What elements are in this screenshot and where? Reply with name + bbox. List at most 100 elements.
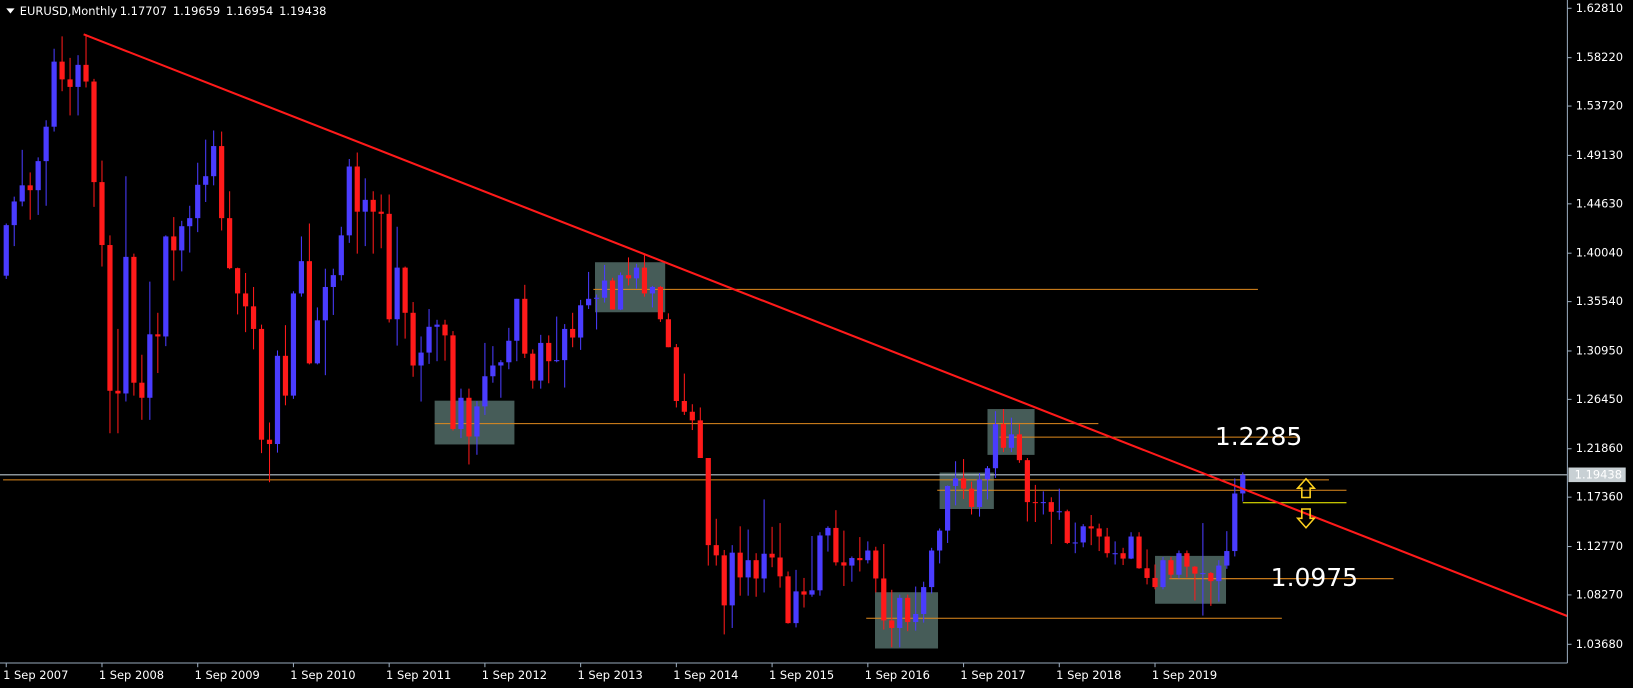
body xyxy=(530,353,536,381)
body xyxy=(51,61,57,127)
body xyxy=(633,267,640,279)
body xyxy=(482,376,488,407)
body xyxy=(266,439,273,445)
body xyxy=(3,225,9,276)
body xyxy=(1200,573,1206,575)
x-tick-label: 1 Sep 2010 xyxy=(290,668,355,682)
body xyxy=(410,312,416,366)
body xyxy=(1128,536,1134,559)
body xyxy=(801,591,807,595)
body xyxy=(745,560,751,578)
body xyxy=(346,166,352,236)
body xyxy=(617,275,624,310)
arrows xyxy=(1295,477,1317,529)
body xyxy=(1032,502,1038,504)
x-tick-label: 1 Sep 2016 xyxy=(865,668,930,682)
body xyxy=(1112,553,1118,555)
y-tick-label: 1.53720 xyxy=(1576,99,1623,113)
y-tick-label: 1.17360 xyxy=(1576,490,1623,504)
body xyxy=(665,319,671,348)
body xyxy=(338,235,344,276)
body xyxy=(171,236,177,251)
body xyxy=(705,458,711,546)
body xyxy=(857,558,863,561)
y-tick-label: 1.35540 xyxy=(1576,294,1623,308)
body xyxy=(960,478,967,489)
y-tick-label: 1.12770 xyxy=(1576,539,1623,553)
body xyxy=(1024,460,1030,503)
bid-label: 1.19438 xyxy=(1575,467,1622,481)
y-tick-label: 1.26450 xyxy=(1576,392,1623,406)
body xyxy=(729,552,735,606)
body xyxy=(1160,560,1166,588)
body xyxy=(75,64,81,87)
body xyxy=(968,488,975,507)
body xyxy=(474,406,480,437)
body xyxy=(777,557,783,577)
body xyxy=(761,553,767,579)
body xyxy=(992,424,999,469)
body xyxy=(450,335,456,429)
body xyxy=(155,334,161,337)
body xyxy=(681,400,687,412)
body xyxy=(418,352,424,366)
body xyxy=(538,342,544,381)
body xyxy=(944,485,951,531)
body xyxy=(593,297,600,299)
body xyxy=(673,347,679,401)
y-tick-label: 1.30950 xyxy=(1576,343,1623,357)
body xyxy=(841,562,847,566)
body xyxy=(242,293,249,307)
body xyxy=(881,578,887,621)
y-tick-label: 1.08270 xyxy=(1576,587,1623,601)
body xyxy=(897,597,903,628)
body xyxy=(833,527,839,563)
x-tick-label: 1 Sep 2012 xyxy=(482,668,547,682)
body xyxy=(466,397,472,437)
body xyxy=(689,411,695,421)
body xyxy=(1064,511,1070,543)
body xyxy=(546,342,552,362)
body xyxy=(330,275,336,287)
body xyxy=(873,550,879,579)
body xyxy=(394,267,400,320)
body xyxy=(59,61,65,80)
overlays: 1.2285 1.0975 xyxy=(83,33,1568,618)
body xyxy=(99,182,105,246)
body xyxy=(115,390,121,394)
body xyxy=(506,340,512,363)
body xyxy=(721,555,727,606)
body xyxy=(514,298,520,341)
body xyxy=(282,355,289,396)
body xyxy=(817,535,823,591)
body xyxy=(1208,573,1214,582)
x-tick-label: 1 Sep 2014 xyxy=(673,668,738,682)
body xyxy=(43,126,49,162)
y-tick-label: 1.21860 xyxy=(1576,441,1623,455)
body xyxy=(649,286,656,294)
body xyxy=(211,146,217,177)
body xyxy=(123,256,129,394)
bid-box xyxy=(1568,467,1626,483)
body xyxy=(929,550,935,588)
body xyxy=(179,226,185,251)
body xyxy=(442,324,448,336)
body xyxy=(362,199,368,212)
body xyxy=(697,420,703,459)
body xyxy=(139,382,145,398)
body xyxy=(203,176,209,185)
body xyxy=(522,298,528,354)
x-tick-label: 1 Sep 2008 xyxy=(99,668,164,682)
x-tick-label: 1 Sep 2018 xyxy=(1056,668,1121,682)
body xyxy=(11,201,17,226)
body xyxy=(570,328,576,338)
down-arrow xyxy=(1295,508,1317,529)
body xyxy=(67,79,73,87)
up-arrow xyxy=(1295,477,1317,499)
body xyxy=(825,527,831,536)
menu-triangle[interactable] xyxy=(6,8,15,14)
body xyxy=(1048,502,1054,512)
body xyxy=(147,334,153,398)
